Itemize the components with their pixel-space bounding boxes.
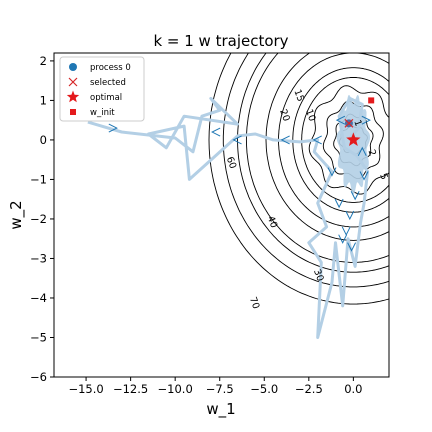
contour-line (265, 53, 389, 241)
x-tick-label: −10.0 (158, 382, 193, 396)
trajectory-arrow (359, 171, 369, 181)
x-tick-label: −7.5 (206, 382, 234, 396)
x-tick-label: 0.0 (344, 382, 362, 396)
x-tick-label: −12.5 (113, 382, 148, 396)
contour-label: 70 (247, 295, 261, 310)
contour-label: 20 (277, 108, 291, 123)
chart-title: k = 1 w trajectory (153, 32, 288, 50)
trajectory-arrow (108, 123, 118, 133)
optimal-marker (346, 132, 361, 146)
legend-circle-icon (69, 63, 77, 71)
trajectory-line (87, 96, 370, 339)
trajectory-arrow (280, 135, 290, 145)
legend-label: w_init (90, 108, 115, 118)
y-axis-label: w_2 (7, 200, 26, 229)
trajectory-arrow (361, 115, 371, 125)
contour-line (245, 53, 389, 263)
trajectory-arrow (335, 115, 346, 125)
y-tick-label: 2 (40, 54, 47, 68)
legend-x-icon (68, 77, 78, 87)
contour-label: 40 (265, 214, 279, 229)
contour-label: 15 (291, 88, 305, 103)
contour-line (208, 53, 389, 305)
legend-box (59, 56, 145, 122)
legend-label: optimal (90, 93, 122, 103)
axes: −15.0 −12.5 −10.0 −7.5 −5.0 −2.5 0.0 −6 −5 −4 −3 −2… (30, 54, 362, 396)
y-tick-label: −1 (30, 172, 47, 186)
trajectory-arrow (338, 234, 348, 244)
trajectory-arrow (347, 242, 357, 252)
legend-star-icon (66, 90, 80, 103)
x-tick-label: −5.0 (250, 382, 278, 396)
trajectory-arrow (350, 191, 360, 201)
contour-line (301, 77, 389, 203)
contour-label: 10 (303, 108, 317, 123)
contour-line (237, 53, 389, 273)
legend-label: selected (90, 78, 126, 88)
selected-marker (344, 118, 354, 128)
x-tick-label: −15.0 (68, 382, 103, 396)
y-tick-label: −3 (30, 251, 47, 265)
y-tick-label: −2 (30, 212, 47, 226)
legend: process 0 selected optimal w_init (59, 56, 145, 122)
contour-label: 60 (224, 155, 238, 170)
trajectory-arrow (312, 135, 322, 145)
y-tick-label: 1 (40, 93, 47, 107)
trajectory-arrow (232, 135, 242, 145)
x-tick-label: −2.5 (295, 382, 323, 396)
y-tick-label: −5 (30, 330, 47, 344)
contour-label: 30 (311, 268, 325, 283)
legend-label: process 0 (90, 63, 131, 73)
plot-frame (53, 52, 390, 378)
trajectory-arrow (327, 167, 337, 177)
trajectory-arrow (211, 127, 221, 137)
contour-line (222, 53, 389, 288)
contour-label: 5 (377, 172, 389, 181)
y-tick-label: −6 (30, 370, 47, 384)
trajectory-arrow (341, 226, 351, 236)
trajectory-arrow (334, 198, 344, 209)
trajectory-arrow (357, 146, 367, 157)
y-tick-label: −4 (30, 291, 47, 305)
x-axis-label: w_1 (206, 400, 235, 419)
contour-label: 1 (351, 119, 363, 128)
w-init-marker (368, 97, 375, 104)
legend-square-icon (70, 109, 76, 115)
y-tick-label: 0 (40, 133, 47, 147)
trajectory-arrow (345, 210, 355, 221)
contour-label: 2 (366, 148, 378, 157)
